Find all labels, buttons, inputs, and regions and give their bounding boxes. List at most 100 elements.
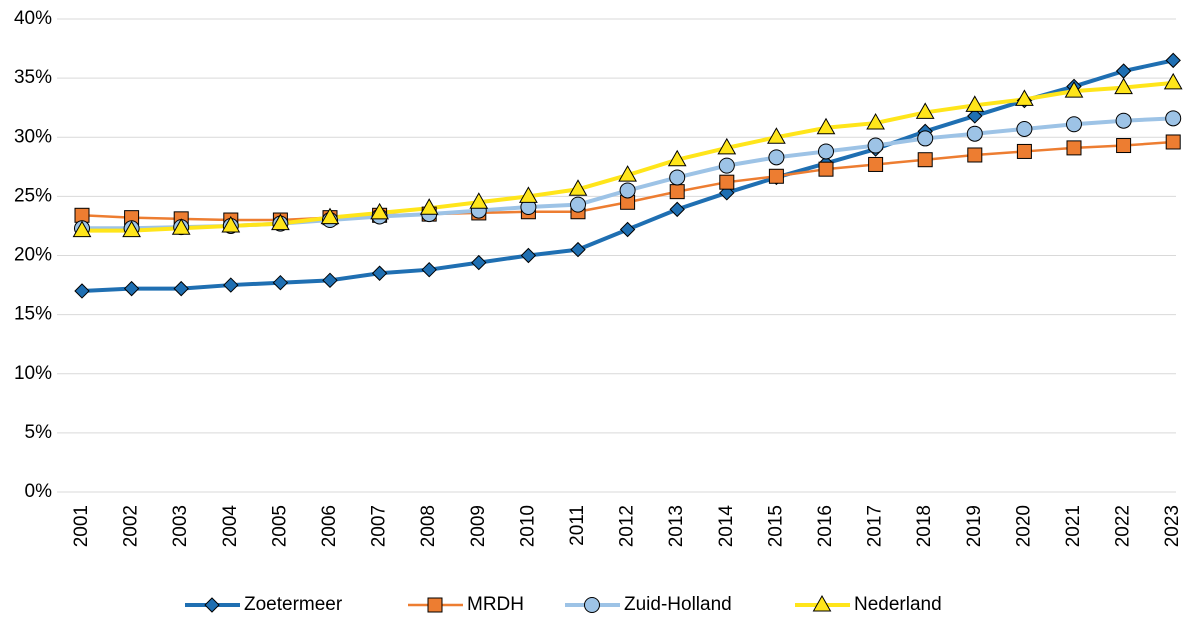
marker (669, 169, 686, 186)
marker (519, 186, 538, 203)
marker (221, 215, 241, 233)
marker (1115, 112, 1132, 129)
marker (171, 218, 191, 235)
x-tick-label: 2004 (220, 505, 241, 548)
y-tick-label: 40% (14, 8, 52, 29)
x-tick-label: 2006 (319, 505, 340, 547)
marker (427, 597, 443, 613)
x-tick-label: 2021 (1063, 505, 1084, 547)
marker (568, 179, 588, 196)
marker (1114, 77, 1133, 95)
x-tick-label: 2007 (369, 505, 390, 547)
x-tick-label: 2005 (269, 505, 290, 547)
marker (816, 117, 836, 135)
marker (223, 277, 239, 293)
marker (570, 241, 586, 258)
marker (1165, 134, 1181, 150)
x-tick-label: 2022 (1113, 505, 1134, 547)
marker (1064, 81, 1084, 98)
marker (868, 156, 884, 172)
y-tick-label: 10% (14, 363, 52, 384)
marker (271, 213, 290, 231)
x-tick-label: 2011 (567, 505, 588, 546)
y-tick-label: 25% (14, 185, 52, 206)
y-tick-label: 35% (14, 67, 52, 88)
marker (818, 161, 834, 177)
x-tick-label: 2002 (121, 505, 142, 547)
marker (1115, 63, 1132, 79)
marker (272, 274, 289, 291)
legend-label: Zuid-Holland (624, 594, 732, 615)
marker (669, 184, 685, 200)
marker (867, 137, 884, 154)
legend-label: Nederland (854, 594, 942, 615)
x-tick-label: 2010 (517, 505, 538, 547)
y-tick-label: 0% (25, 481, 53, 502)
marker (1015, 89, 1034, 106)
marker (1165, 52, 1181, 69)
y-tick-label: 15% (14, 304, 52, 325)
marker (1016, 120, 1033, 137)
marker (371, 265, 388, 281)
marker (320, 207, 340, 225)
marker (1116, 138, 1132, 154)
x-tick-label: 2014 (716, 505, 737, 548)
marker (570, 196, 586, 213)
marker (520, 247, 537, 264)
marker (370, 202, 389, 220)
marker (618, 165, 637, 182)
marker (1066, 140, 1082, 156)
marker (967, 108, 983, 124)
x-tick-label: 2018 (914, 505, 935, 547)
marker (717, 137, 737, 155)
marker (1066, 116, 1082, 133)
marker (768, 168, 784, 184)
marker (419, 198, 439, 215)
y-tick-label: 30% (14, 126, 52, 147)
marker (767, 127, 786, 144)
marker (1016, 143, 1032, 159)
marker (768, 149, 785, 166)
marker (967, 147, 983, 163)
x-tick-label: 2008 (418, 505, 439, 547)
marker (74, 283, 90, 299)
marker (718, 157, 735, 174)
marker (619, 182, 636, 199)
marker (204, 597, 220, 613)
marker (1165, 110, 1182, 127)
marker (471, 254, 487, 271)
marker (72, 220, 92, 238)
x-tick-label: 2013 (666, 505, 687, 547)
marker (966, 125, 983, 142)
marker (812, 594, 832, 612)
x-tick-label: 2001 (71, 505, 92, 547)
x-tick-label: 2015 (765, 505, 786, 547)
marker (917, 152, 933, 168)
legend-label: MRDH (467, 594, 524, 615)
x-tick-label: 2017 (865, 505, 886, 547)
marker (74, 207, 90, 223)
marker (173, 280, 189, 297)
marker (719, 174, 735, 190)
x-tick-label: 2023 (1162, 505, 1183, 547)
marker (915, 102, 935, 119)
marker (122, 220, 141, 238)
x-tick-label: 2009 (468, 505, 489, 547)
marker (1163, 72, 1183, 90)
marker (469, 192, 489, 209)
marker (866, 113, 885, 130)
x-tick-label: 2019 (964, 505, 985, 547)
x-tick-label: 2003 (170, 505, 191, 547)
y-tick-label: 5% (25, 422, 53, 443)
marker (669, 201, 685, 218)
marker (818, 143, 834, 160)
x-tick-label: 2012 (617, 505, 638, 547)
marker (421, 261, 437, 278)
marker (667, 149, 687, 167)
x-tick-label: 2016 (815, 505, 836, 547)
x-tick-label: 2020 (1013, 505, 1034, 547)
marker (917, 130, 934, 147)
marker (123, 280, 140, 297)
marker (584, 597, 600, 613)
